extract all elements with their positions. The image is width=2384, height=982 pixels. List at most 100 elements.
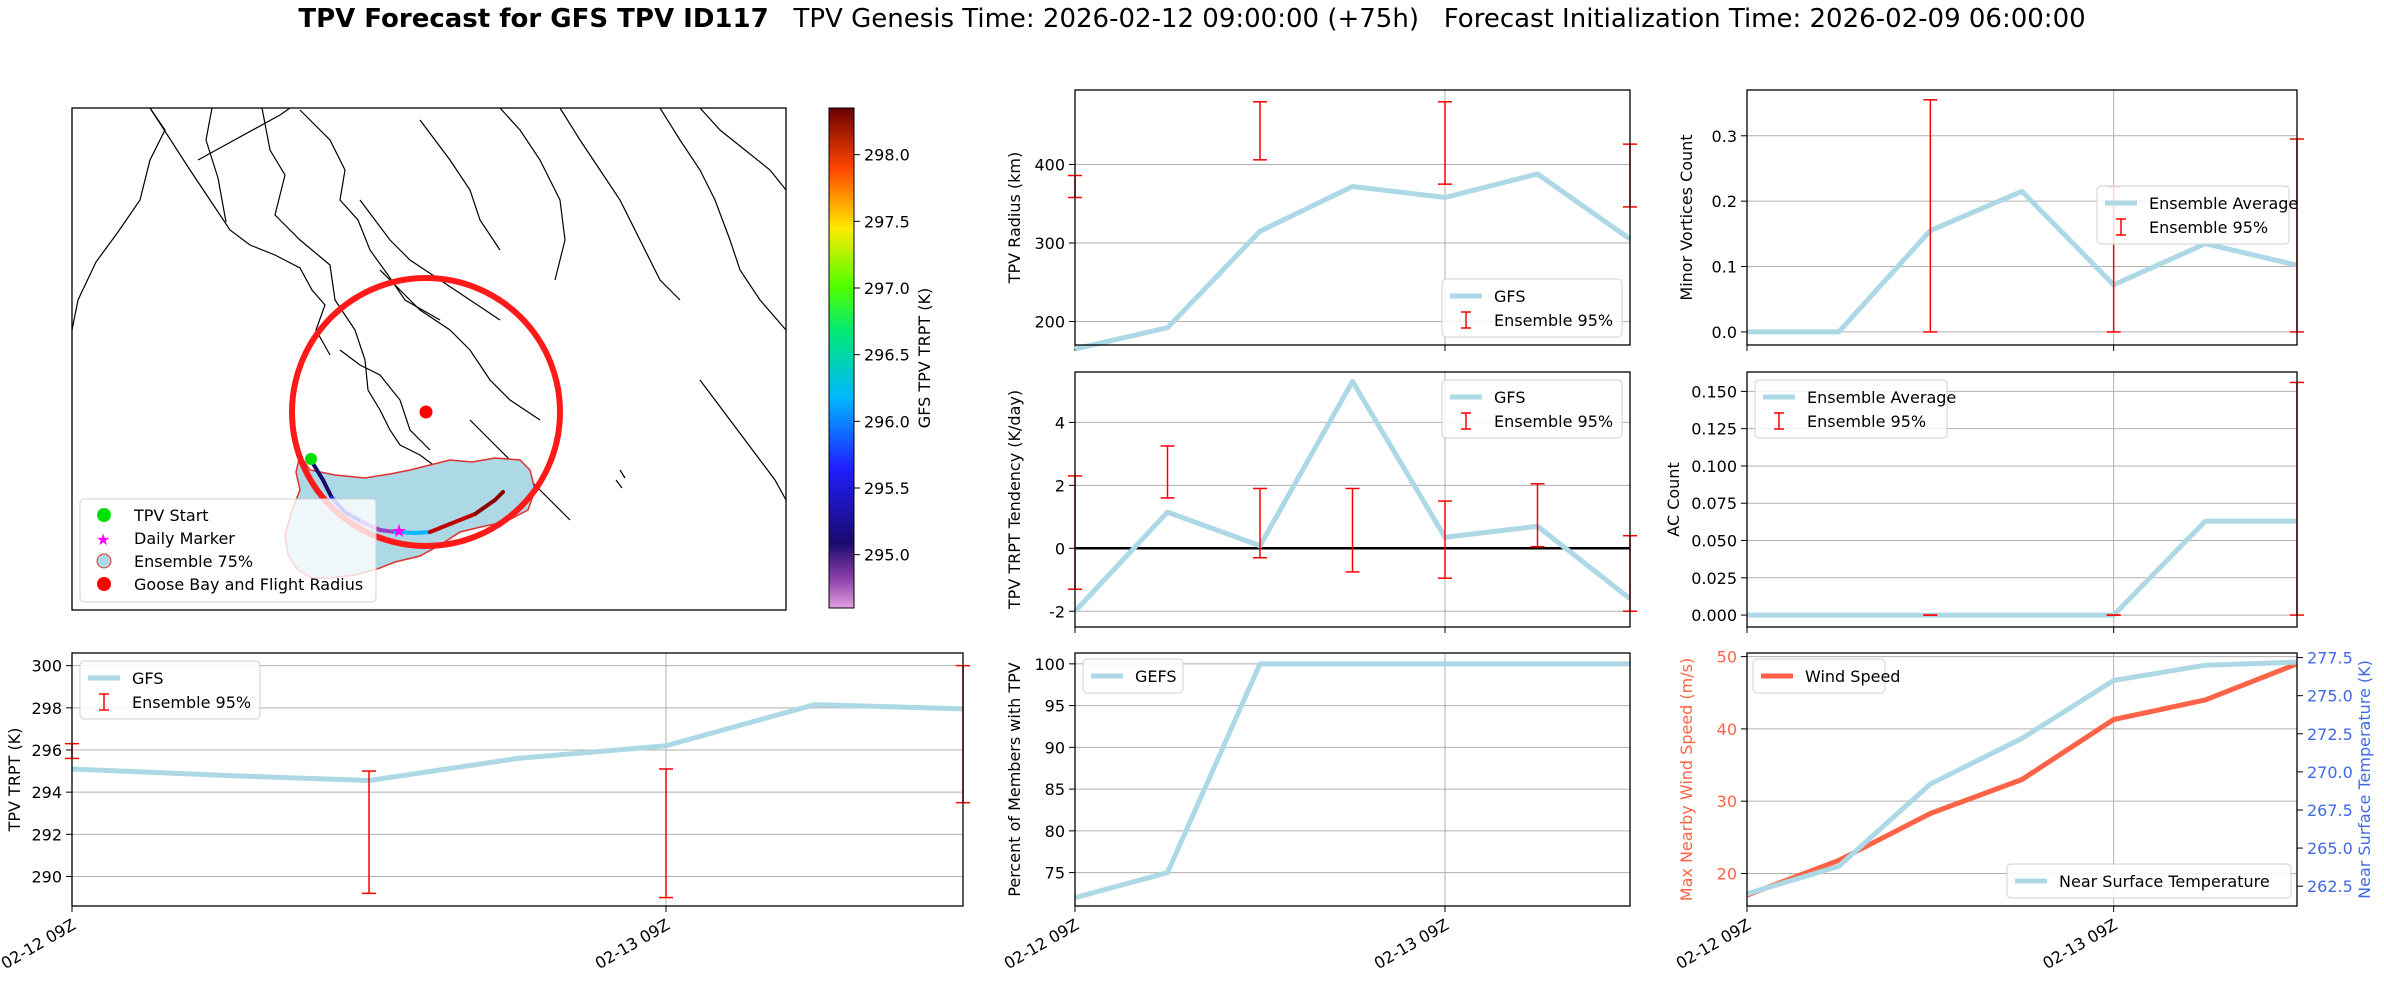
legend-label: GFS xyxy=(132,669,163,688)
legend-box xyxy=(1441,278,1623,338)
legend-label: Near Surface Temperature xyxy=(2059,872,2270,891)
coastlines xyxy=(72,108,786,521)
x-tick-label: 02-12 09Z xyxy=(1673,915,1754,973)
colorbar-tick-label: 298.0 xyxy=(864,146,910,165)
figure-title: TPV Forecast for GFS TPV ID117 TPV Genes… xyxy=(0,4,2384,34)
y-tick-label: 100 xyxy=(1034,655,1065,674)
y-axis-label: Minor Vortices Count xyxy=(1677,134,1696,300)
legend-magenta-star-icon: ★ xyxy=(96,530,110,549)
y-tick-label: 200 xyxy=(1034,312,1065,331)
plot-frame xyxy=(71,652,964,907)
y-tick-label: 90 xyxy=(1045,738,1065,757)
y-tick-label: 95 xyxy=(1045,697,1065,716)
x-tick-label: 02-13 09Z xyxy=(592,915,673,973)
series-line-gfs xyxy=(1074,171,1632,352)
y-right-tick-label: 275.0 xyxy=(2307,687,2353,706)
legend-label: Ensemble 95% xyxy=(132,693,251,712)
y-tick-label: 85 xyxy=(1045,780,1065,799)
legend-label: Ensemble Average xyxy=(2149,194,2298,213)
legend-box xyxy=(1441,379,1623,439)
legend-box xyxy=(1754,379,1948,439)
x-tick-label: 02-12 09Z xyxy=(1001,915,1082,973)
y-right-tick-label: 277.5 xyxy=(2307,649,2353,668)
title-bold: TPV Forecast for GFS TPV ID117 xyxy=(298,4,769,34)
y-axis-label: TPV Radius (km) xyxy=(1005,152,1024,285)
y-tick-label: 300 xyxy=(31,657,62,676)
colorbar-tick-label: 297.0 xyxy=(864,279,910,298)
colorbar-tick-label: 295.5 xyxy=(864,479,910,498)
y-tick-label: 294 xyxy=(31,783,62,802)
map-panel: ★ TPV Start ★ Daily Marker Ensemble 75% … xyxy=(71,107,934,611)
colorbar-label: GFS TPV TRPT (K) xyxy=(915,288,934,428)
plot-frame xyxy=(1746,89,2298,346)
y-tick-label: 0.125 xyxy=(1691,420,1737,439)
y-right-tick-label: 267.5 xyxy=(2307,801,2353,820)
legend-label: GFS xyxy=(1494,388,1525,407)
y-tick-label: 80 xyxy=(1045,822,1065,841)
y-tick-label: 292 xyxy=(31,825,62,844)
y-tick-label: 0.075 xyxy=(1691,494,1737,513)
y-tick-label: 0.0 xyxy=(1712,323,1737,342)
chart-minor-vortices: 0.0 0.1 0.2 0.3 Minor Vortices Count Ensemble… xyxy=(1677,89,2304,351)
legend-box xyxy=(1082,658,1184,694)
chart-ac-count: 0.000 0.025 0.050 0.075 0.100 0.125 0.150 AC Co… xyxy=(1664,371,2304,633)
y-tick-label: 0.100 xyxy=(1691,457,1737,476)
legend-label: GFS xyxy=(1494,287,1525,306)
x-tick-label: 02-13 09Z xyxy=(1371,915,1452,973)
chart-radius: 200 300 400 TPV Radius (km) GFS Ensemble 95% xyxy=(1005,89,1637,352)
plot-frame xyxy=(1074,89,1631,346)
y-tick-label: 4 xyxy=(1055,413,1065,432)
legend-ensemble-75: Ensemble 75% xyxy=(134,552,253,571)
legend-label: Ensemble 95% xyxy=(1494,311,1613,330)
y-tick-label: 50 xyxy=(1717,648,1737,667)
series-line-wind-speed xyxy=(1746,661,2298,898)
legend-label: Ensemble 95% xyxy=(1807,412,1926,431)
flight-radius-circle xyxy=(289,275,563,549)
series-line-near-surface-temperature xyxy=(1746,659,2298,897)
title-init: Forecast Initialization Time: 2026-02-09… xyxy=(1443,4,2086,34)
legend-box xyxy=(79,660,261,720)
y-tick-label: 0.050 xyxy=(1691,532,1737,551)
daily-marker-star: ★ xyxy=(391,521,407,542)
chart-trpt-tendency: -2 0 2 4 TPV TRPT Tendency (K/day) GFS Ensembl… xyxy=(1005,371,1637,633)
y-tick-label: 0.150 xyxy=(1691,382,1737,401)
series-line-ensemble-average xyxy=(1747,518,2297,618)
plot-frame xyxy=(1746,371,2298,628)
y-axis-label: TPV TRPT (K) xyxy=(5,728,24,833)
y-tick-label: 0.025 xyxy=(1691,569,1737,588)
y-right-tick-label: 265.0 xyxy=(2307,839,2353,858)
legend-tpv-start: TPV Start xyxy=(133,506,209,525)
legend-daily-marker: Daily Marker xyxy=(134,529,235,548)
y-tick-label: 300 xyxy=(1034,234,1065,253)
colorbar-tick-label: 295.0 xyxy=(864,546,910,565)
y-right-tick-label: 262.5 xyxy=(2307,877,2353,896)
plot-frame xyxy=(1074,652,1631,907)
legend-box xyxy=(2006,863,2292,899)
goose-bay-marker xyxy=(419,405,433,419)
x-tick-label: 02-12 09Z xyxy=(0,915,79,973)
y-tick-label: 0 xyxy=(1055,539,1065,558)
chart-wind-temperature: 20 30 40 50 02-12 09Z 02-13 09Z Max Nearby Win… xyxy=(1673,648,2374,973)
y-tick-label: 20 xyxy=(1717,864,1737,883)
plot-frame xyxy=(1074,371,1631,628)
y-tick-label: 30 xyxy=(1717,792,1737,811)
y-tick-label: 296 xyxy=(31,741,62,760)
y-right-tick-label: 272.5 xyxy=(2307,725,2353,744)
y-right-tick-label: 270.0 xyxy=(2307,763,2353,782)
y-tick-label: 0.000 xyxy=(1691,606,1737,625)
legend-label: Ensemble Average xyxy=(1807,388,1956,407)
colorbar-tick-label: 296.5 xyxy=(864,346,910,365)
tpv-start-marker xyxy=(305,453,317,465)
y-tick-label: 290 xyxy=(31,867,62,886)
chart-percent-members: 75 80 85 90 95 100 02-12 09Z 02-13 09Z Percent o… xyxy=(1001,652,1631,973)
y-tick-label: -2 xyxy=(1049,602,1065,621)
x-tick-label: 02-13 09Z xyxy=(2039,915,2120,973)
legend-label: GEFS xyxy=(1135,667,1177,686)
legend-label: Wind Speed xyxy=(1805,667,1900,686)
y-tick-label: 0.3 xyxy=(1712,127,1737,146)
colorbar-tick-label: 296.0 xyxy=(864,412,910,431)
colorbar-tick-label: 297.5 xyxy=(864,212,910,231)
y-tick-label: 400 xyxy=(1034,156,1065,175)
legend-red-dot-icon xyxy=(97,577,111,591)
y-axis-label: Percent of Members with TPV xyxy=(1005,662,1024,896)
